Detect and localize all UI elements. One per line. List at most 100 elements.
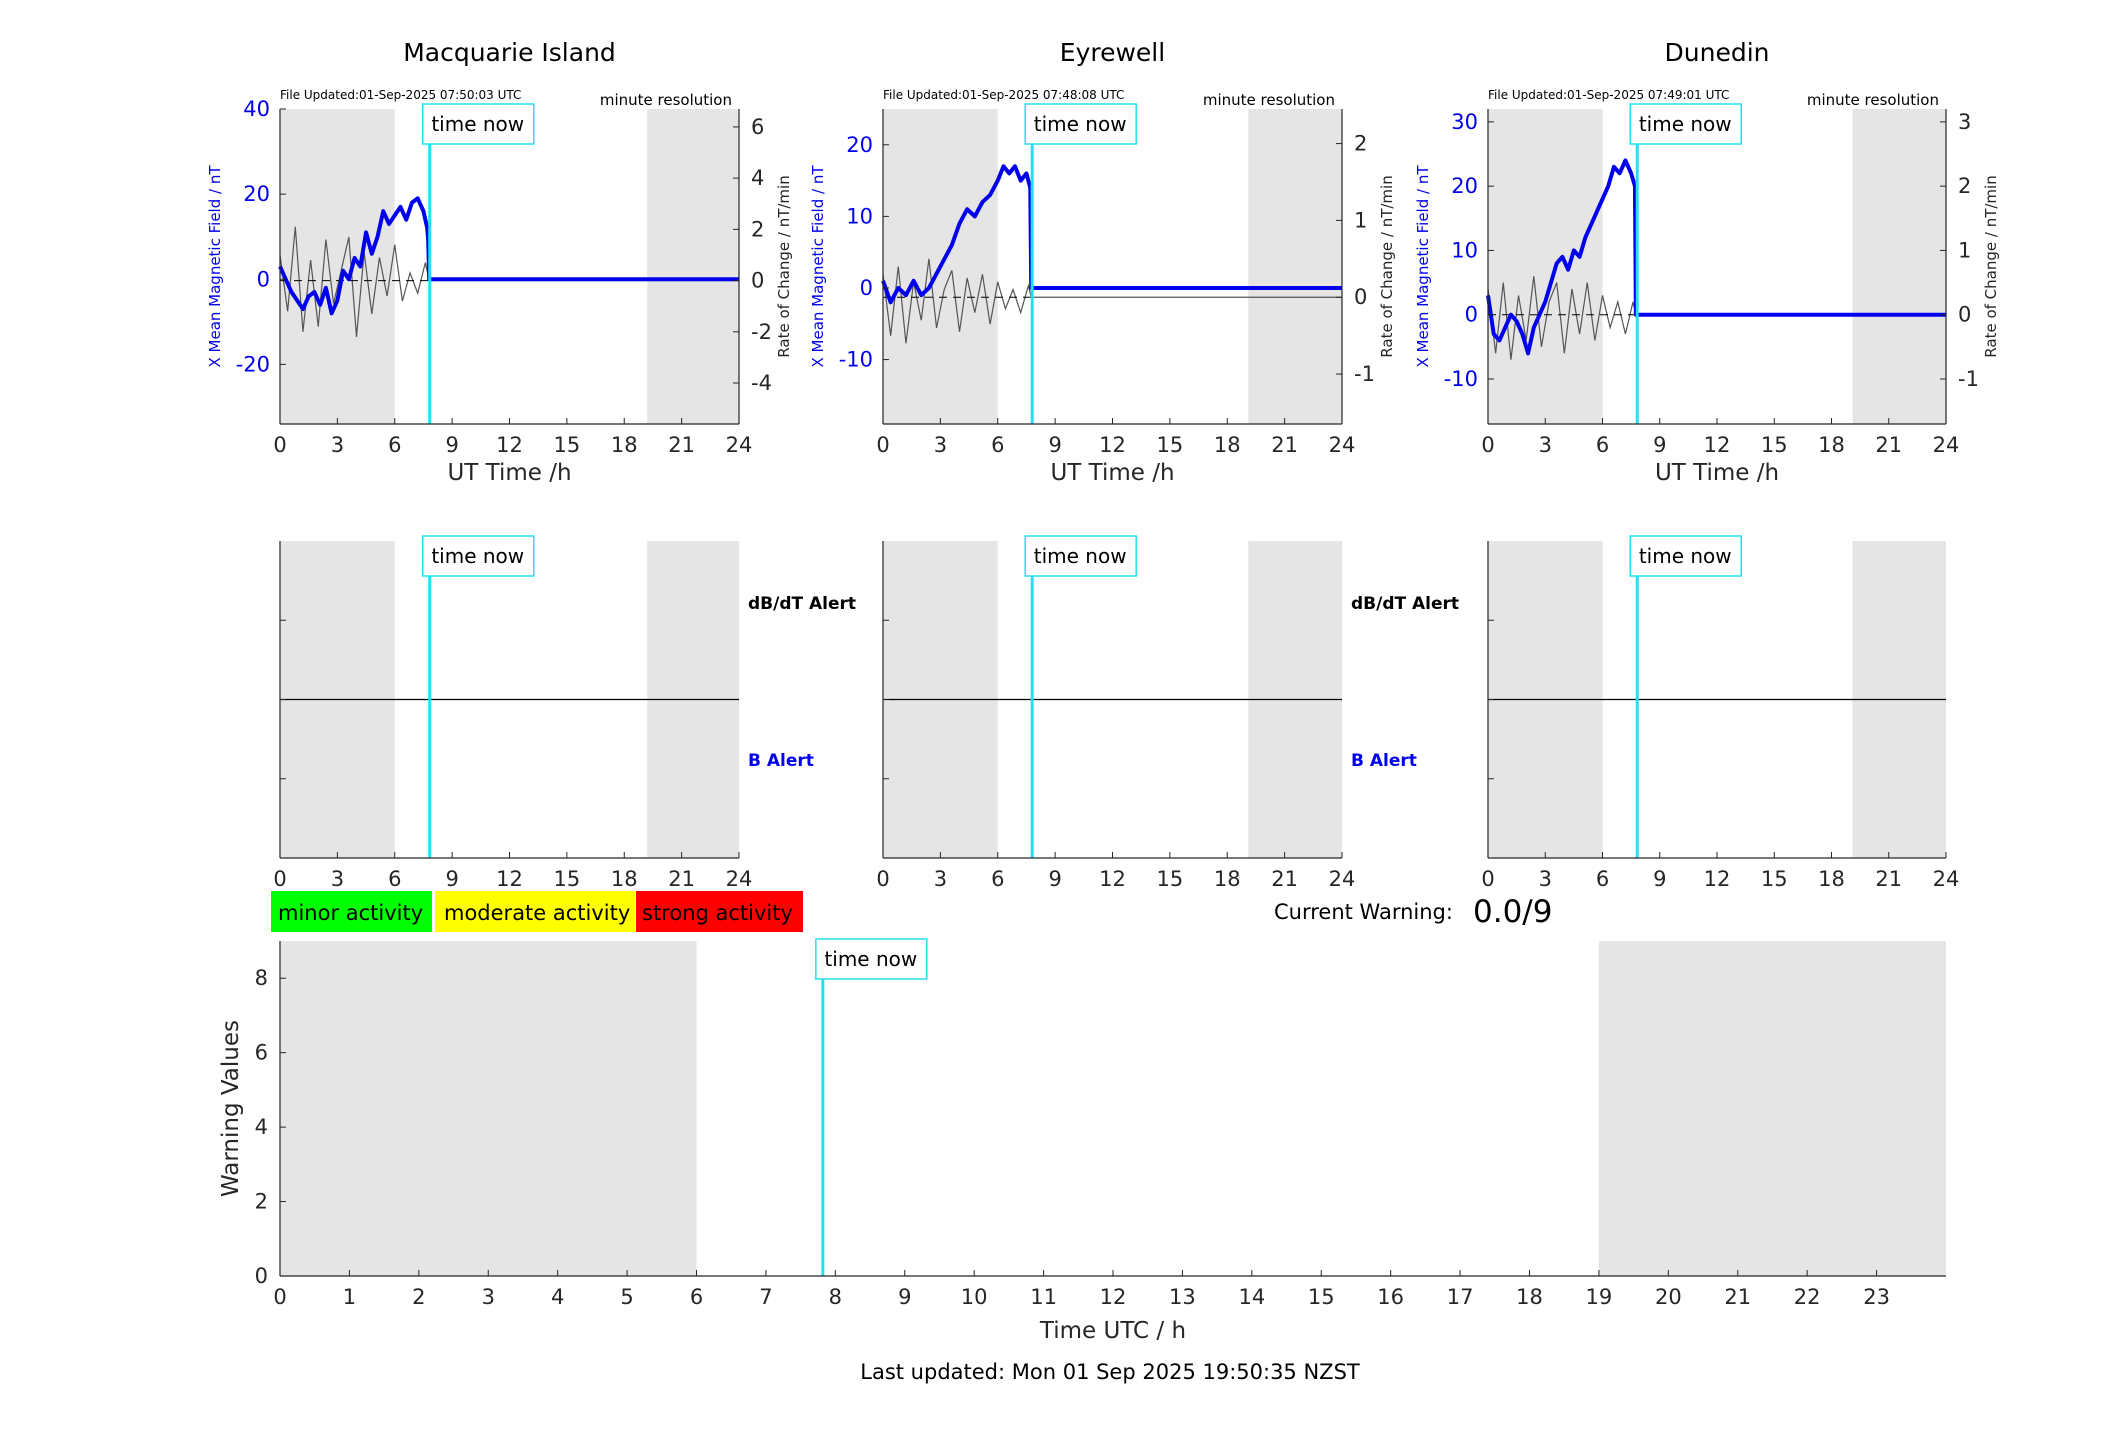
time-now-label: time now xyxy=(1034,544,1127,568)
x-tick-label: 19 xyxy=(1586,1285,1613,1309)
x-axis-label: UT Time /h xyxy=(1655,460,1779,486)
y2-tick-label: -1 xyxy=(1958,367,1979,391)
x-tick-label: 9 xyxy=(898,1285,911,1309)
x-tick-label: 24 xyxy=(1329,433,1356,457)
night-shade-band xyxy=(1488,109,1603,424)
x-tick-label: 1 xyxy=(343,1285,356,1309)
time-now-label: time now xyxy=(431,112,524,136)
x-tick-label: 11 xyxy=(1030,1285,1057,1309)
x-tick-label: 24 xyxy=(1933,433,1960,457)
y-tick-label: 8 xyxy=(255,966,268,990)
x-tick-label: 24 xyxy=(1933,867,1960,891)
x-tick-label: 0 xyxy=(1481,867,1494,891)
x-tick-label: 13 xyxy=(1169,1285,1196,1309)
x-tick-label: 5 xyxy=(620,1285,633,1309)
file-updated-text: File Updated:01-Sep-2025 07:48:08 UTC xyxy=(883,88,1124,102)
x-tick-label: 9 xyxy=(1048,433,1061,457)
station-title: Dunedin xyxy=(1665,38,1770,67)
x-tick-label: 0 xyxy=(876,867,889,891)
y2-tick-label: 2 xyxy=(1958,174,1971,198)
x-tick-label: 21 xyxy=(1724,1285,1751,1309)
y2-axis-label: Rate of Change / nT/min xyxy=(775,175,793,357)
x-tick-label: 18 xyxy=(1516,1285,1543,1309)
magnetic-field-line xyxy=(881,164,1342,305)
y-tick-label: 4 xyxy=(255,1115,268,1139)
y-tick-label: 40 xyxy=(243,97,270,121)
y2-axis-label: Rate of Change / nT/min xyxy=(1982,175,2000,357)
b-alert-label: B Alert xyxy=(1351,751,1417,771)
x-tick-label: 0 xyxy=(273,1285,286,1309)
time-now-label: time now xyxy=(1034,112,1127,136)
time-now-label-box xyxy=(1024,535,1137,577)
y2-tick-label: 3 xyxy=(1958,110,1971,134)
x-tick-label: 18 xyxy=(611,433,638,457)
x-tick-label: 0 xyxy=(273,433,286,457)
y-tick-label: 0 xyxy=(860,276,873,300)
x-tick-label: 3 xyxy=(934,433,947,457)
x-tick-label: 0 xyxy=(273,867,286,891)
dbdt-alert-label: dB/dT Alert xyxy=(1351,594,1459,614)
y2-tick-label: 4 xyxy=(751,166,764,190)
y-tick-label: 30 xyxy=(1451,110,1478,134)
x-tick-label: 21 xyxy=(1875,867,1902,891)
y-tick-label: 0 xyxy=(1465,303,1478,327)
x-axis-label: Time UTC / h xyxy=(1039,1318,1186,1344)
x-tick-label: 3 xyxy=(482,1285,495,1309)
time-now-label: time now xyxy=(431,544,524,568)
rate-of-change-line xyxy=(1487,276,1946,360)
x-tick-label: 9 xyxy=(445,433,458,457)
y2-tick-label: 0 xyxy=(1354,285,1367,309)
time-now-label-box xyxy=(1629,103,1742,145)
x-tick-label: 0 xyxy=(1481,433,1494,457)
x-tick-label: 15 xyxy=(1157,867,1184,891)
moderate-activity-label: moderate activity xyxy=(444,901,630,925)
x-tick-label: 6 xyxy=(991,433,1004,457)
x-tick-label: 18 xyxy=(1214,867,1241,891)
x-tick-label: 12 xyxy=(496,867,523,891)
x-tick-label: 3 xyxy=(331,867,344,891)
y2-axis-label: Rate of Change / nT/min xyxy=(1378,175,1396,357)
x-tick-label: 21 xyxy=(1875,433,1902,457)
current-warning-value: 0.0/9 xyxy=(1473,894,1552,930)
x-tick-label: 21 xyxy=(1271,433,1298,457)
alert-panel-eyrewell: time now 0 3 6 9 12 15 18 21 24 dB/dT Alert B Alert xyxy=(876,535,1459,891)
moderate-activity-swatch xyxy=(435,891,635,932)
y2-tick-label: 2 xyxy=(1354,132,1367,156)
x-tick-label: 6 xyxy=(388,433,401,457)
y-axis-label: Warning Values xyxy=(218,1020,244,1197)
dbdt-alert-label: dB/dT Alert xyxy=(748,594,856,614)
night-shade-band xyxy=(280,941,697,1276)
x-tick-label: 6 xyxy=(388,867,401,891)
x-tick-label: 24 xyxy=(1329,867,1356,891)
y-tick-label: 10 xyxy=(846,204,873,228)
time-now-label-box xyxy=(1629,535,1742,577)
minor-activity-label: minor activity xyxy=(278,901,423,925)
x-tick-label: 6 xyxy=(991,867,1004,891)
y-tick-label: -10 xyxy=(839,348,873,372)
strong-activity-swatch xyxy=(636,891,803,932)
current-warning-label: Current Warning: xyxy=(1274,900,1453,924)
x-tick-label: 3 xyxy=(1539,433,1552,457)
y2-tick-label: 2 xyxy=(751,217,764,241)
y2-tick-label: 0 xyxy=(751,269,764,293)
resolution-label: minute resolution xyxy=(600,91,732,109)
strong-activity-label: strong activity xyxy=(642,901,793,925)
station-title: Eyrewell xyxy=(1060,38,1165,67)
y-axis-label: X Mean Magnetic Field / nT xyxy=(1414,165,1432,368)
x-tick-label: 3 xyxy=(331,433,344,457)
time-now-label: time now xyxy=(1639,544,1732,568)
night-shade-band xyxy=(1852,109,1946,424)
x-tick-label: 9 xyxy=(445,867,458,891)
x-tick-label: 21 xyxy=(668,433,695,457)
x-tick-label: 15 xyxy=(1761,867,1788,891)
minor-activity-swatch xyxy=(271,891,432,932)
x-tick-label: 12 xyxy=(1704,433,1731,457)
night-shade-band xyxy=(1248,109,1342,424)
y-tick-label: 10 xyxy=(1451,238,1478,262)
